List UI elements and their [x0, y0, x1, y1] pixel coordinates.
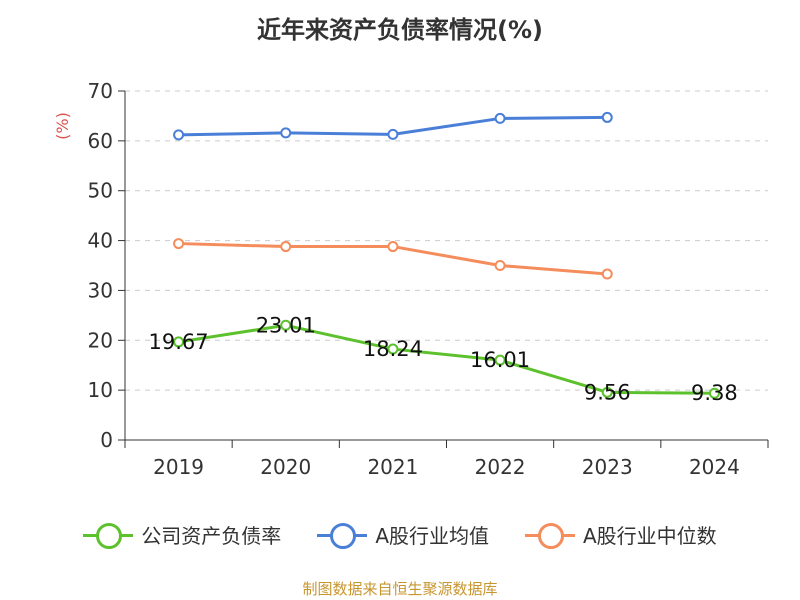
legend-marker-company — [83, 522, 134, 549]
x-tick-label: 2024 — [689, 455, 740, 479]
data-point — [494, 112, 506, 124]
x-tick-label: 2023 — [582, 455, 633, 479]
y-tick-label: 70 — [88, 79, 113, 103]
y-tick-label: 50 — [88, 179, 113, 203]
data-point — [280, 127, 292, 139]
data-point — [387, 241, 399, 253]
y-tick-label: 20 — [88, 328, 113, 352]
data-label: 16.01 — [470, 348, 530, 372]
legend-item-company[interactable]: 公司资产负债率 — [83, 520, 281, 549]
data-point — [280, 319, 292, 331]
y-axis-label: (%) — [53, 112, 72, 140]
data-point — [601, 111, 613, 123]
data-label: 9.56 — [584, 380, 631, 404]
legend-marker-industry-mean — [317, 522, 368, 549]
data-label: 18.24 — [363, 337, 423, 361]
legend-label-company: 公司资产负债率 — [141, 524, 282, 548]
data-point — [708, 387, 720, 399]
x-tick-label: 2021 — [367, 455, 418, 479]
data-point — [387, 343, 399, 355]
x-tick-label: 2020 — [260, 455, 311, 479]
x-tick-label: 2022 — [475, 455, 526, 479]
legend: 公司资产负债率 A股行业均值 A股行业中位数 — [0, 520, 800, 549]
y-tick-label: 30 — [88, 278, 113, 302]
legend-label-industry-median: A股行业中位数 — [583, 524, 717, 548]
x-tick-label: 2019 — [153, 455, 204, 479]
data-label: 23.01 — [256, 313, 316, 337]
legend-item-industry-mean[interactable]: A股行业均值 — [317, 520, 489, 549]
legend-marker-industry-median — [525, 522, 575, 549]
data-point — [387, 128, 399, 140]
data-point — [601, 386, 613, 398]
data-point — [494, 260, 506, 271]
data-point — [601, 268, 613, 280]
data-point — [173, 129, 185, 141]
data-point — [280, 241, 292, 253]
legend-label-industry-mean: A股行业均值 — [375, 524, 489, 548]
y-tick-label: 0 — [100, 428, 113, 452]
data-point — [494, 354, 506, 366]
y-tick-label: 60 — [88, 129, 113, 153]
chart-title: 近年来资产负债率情况(%) — [257, 16, 543, 44]
data-label: 19.67 — [149, 330, 209, 354]
y-tick-label: 10 — [88, 378, 113, 402]
data-point — [173, 238, 185, 250]
data-label: 9.38 — [691, 381, 738, 405]
legend-item-industry-median[interactable]: A股行业中位数 — [525, 520, 717, 549]
source-note: 制图数据来自恒生聚源数据库 — [302, 580, 498, 598]
data-point — [173, 336, 185, 348]
y-tick-label: 40 — [88, 229, 113, 253]
series-line — [178, 323, 715, 395]
